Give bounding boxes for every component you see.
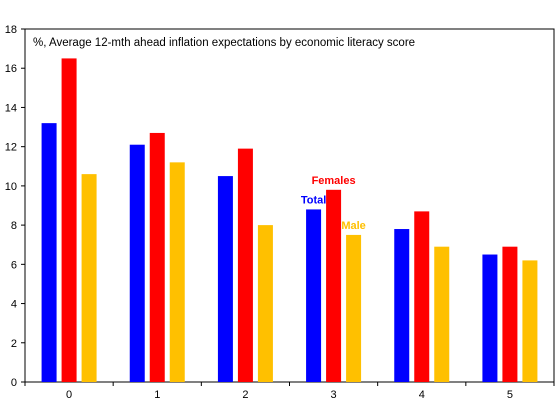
y-tick-label: 8: [11, 220, 17, 232]
bar-total-3: [306, 209, 322, 382]
y-tick-label: 2: [11, 338, 17, 350]
bar-total-0: [41, 123, 57, 382]
bar-total-4: [394, 229, 410, 382]
bar-females-2: [237, 148, 253, 382]
bar-females-4: [414, 211, 430, 382]
y-axis-ticks: 0 2 4 6 8 10 12 14 16 18: [5, 24, 25, 389]
bar-male-2: [257, 225, 273, 382]
bar-male-0: [81, 174, 97, 382]
y-tick-label: 14: [5, 102, 17, 114]
bar-male-4: [434, 246, 450, 382]
bar-male-5: [522, 260, 538, 382]
x-tick-label: 0: [66, 389, 72, 401]
x-axis-ticks: 0 1 2 3 4 5: [24, 382, 555, 401]
bar-male-1: [169, 162, 185, 382]
series-label-total: Total: [301, 194, 326, 206]
x-tick-label: 1: [154, 389, 160, 401]
bar-total-2: [217, 176, 233, 382]
bar-total-1: [129, 144, 145, 382]
bar-females-0: [61, 58, 77, 383]
chart-title: %, Average 12-mth ahead inflation expect…: [33, 37, 415, 49]
series-label-females: Females: [312, 175, 356, 187]
y-tick-label: 18: [5, 24, 17, 36]
bar-females-3: [326, 189, 342, 382]
x-tick-label: 4: [419, 389, 425, 401]
y-tick-label: 10: [5, 181, 17, 193]
bars-group: [41, 58, 538, 383]
bar-male-3: [346, 234, 362, 382]
y-tick-label: 6: [11, 259, 17, 271]
bar-females-5: [502, 246, 518, 382]
plot-frame: [24, 28, 555, 383]
y-tick-label: 4: [11, 299, 17, 311]
y-tick-label: 0: [11, 377, 17, 389]
series-label-male: Male: [341, 220, 365, 232]
x-tick-label: 5: [507, 389, 513, 401]
bar-females-1: [149, 132, 165, 382]
y-tick-label: 16: [5, 63, 17, 75]
series-labels: Total Females Male: [301, 175, 366, 232]
y-tick-label: 12: [5, 142, 17, 154]
x-tick-label: 2: [242, 389, 248, 401]
bar-total-5: [482, 254, 498, 382]
x-tick-label: 3: [331, 389, 337, 401]
